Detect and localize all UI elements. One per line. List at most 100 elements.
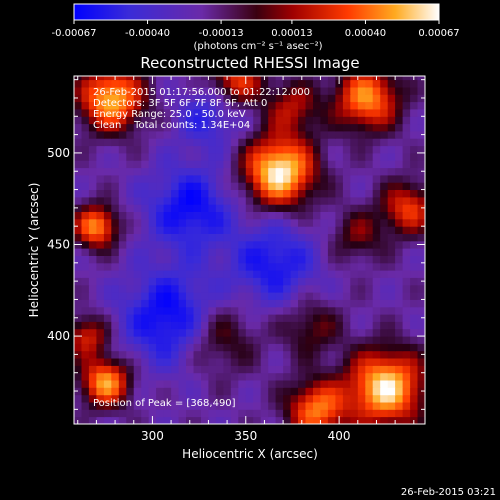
heatmap-cell [417,189,425,198]
heatmap-cell [111,409,120,418]
heatmap-cell [335,240,344,249]
heatmap-cell [88,240,97,249]
heatmap-cell [103,76,112,81]
heatmap-cell [410,314,419,322]
heatmap-cell [260,226,269,234]
heatmap-cell [186,306,195,315]
heatmap-cell [171,409,180,418]
heatmap-cell [74,328,83,337]
heatmap-cell [283,372,292,381]
heatmap-cell [283,226,292,234]
heatmap-cell [245,189,254,198]
heatmap-cell [283,416,292,424]
heatmap-cell [275,299,284,308]
heatmap-cell [402,87,411,95]
heatmap-cell [118,292,127,300]
heatmap-cell [357,387,366,396]
heatmap-cell [111,394,120,403]
heatmap-cell [163,240,172,249]
heatmap-cell [305,182,314,190]
heatmap-cell [342,182,351,190]
heatmap-cell [193,277,202,286]
heatmap-cell [178,116,187,125]
heatmap-cell [387,123,396,132]
heatmap-cell [327,292,336,300]
heatmap-cell [290,284,299,293]
heatmap-cell [163,196,172,205]
heatmap-cell [133,343,142,352]
heatmap-cell [260,101,269,110]
heatmap-cell [380,138,389,147]
heatmap-cell [260,255,269,264]
heatmap-cell [223,343,232,352]
heatmap-cell [365,394,374,403]
heatmap-cell [230,167,239,176]
heatmap-cell [350,380,359,388]
heatmap-cell [223,387,232,396]
heatmap-cell [193,416,202,424]
heatmap-cell [178,76,187,81]
heatmap-cell [402,240,411,249]
heatmap-cell [156,365,165,374]
heatmap-cell [298,270,307,278]
heatmap-cell [88,299,97,308]
heatmap-cell [88,277,97,286]
heatmap-cell [141,380,150,388]
heatmap-cell [238,350,247,359]
heatmap-cell [253,402,262,410]
heatmap-cell [103,94,112,103]
heatmap-cell [178,174,187,183]
heatmap-cell [372,380,381,388]
heatmap-cell [290,226,299,234]
heatmap-cell [245,226,254,234]
heatmap-cell [260,160,269,169]
heatmap-cell [148,240,157,249]
heatmap-cell [402,292,411,300]
heatmap-cell [298,130,307,139]
heatmap-cell [141,152,150,161]
heatmap-cell [402,145,411,154]
heatmap-cell [387,76,396,81]
heatmap-cell [148,365,157,374]
heatmap-cell [268,130,277,139]
heatmap-cell [305,314,314,322]
heatmap-cell [141,314,150,322]
heatmap-cell [298,336,307,344]
heatmap-cell [201,387,210,396]
heatmap-cell [111,343,120,352]
heatmap-cell [327,204,336,212]
heatmap-cell [327,79,336,88]
heatmap-cell [193,76,202,81]
heatmap-cell [141,306,150,315]
heatmap-cell [223,372,232,381]
heatmap-cell [365,387,374,396]
heatmap-cell [238,255,247,264]
heatmap-cell [81,226,90,234]
heatmap-cell [96,306,105,315]
heatmap-cell [380,101,389,110]
heatmap-cell [74,130,83,139]
heatmap-cell [230,123,239,132]
heatmap-cell [215,130,224,139]
heatmap-cell [387,343,396,352]
heatmap-cell [126,321,135,330]
heatmap-cell [268,270,277,278]
heatmap-cell [320,292,329,300]
heatmap-cell [402,365,411,374]
heatmap-cell [74,189,83,198]
heatmap-cell [342,387,351,396]
heatmap-cell [96,387,105,396]
heatmap-cell [171,255,180,264]
heatmap-cell [260,248,269,256]
heatmap-cell [260,189,269,198]
heatmap-cell [193,343,202,352]
heatmap-cell [410,94,419,103]
heatmap-cell [230,211,239,220]
heatmap-cell [357,328,366,337]
heatmap-cell [171,145,180,154]
heatmap-cell [305,416,314,424]
heatmap-cell [253,152,262,161]
heatmap-cell [402,284,411,293]
heatmap-cell [335,145,344,154]
heatmap-cell [298,372,307,381]
